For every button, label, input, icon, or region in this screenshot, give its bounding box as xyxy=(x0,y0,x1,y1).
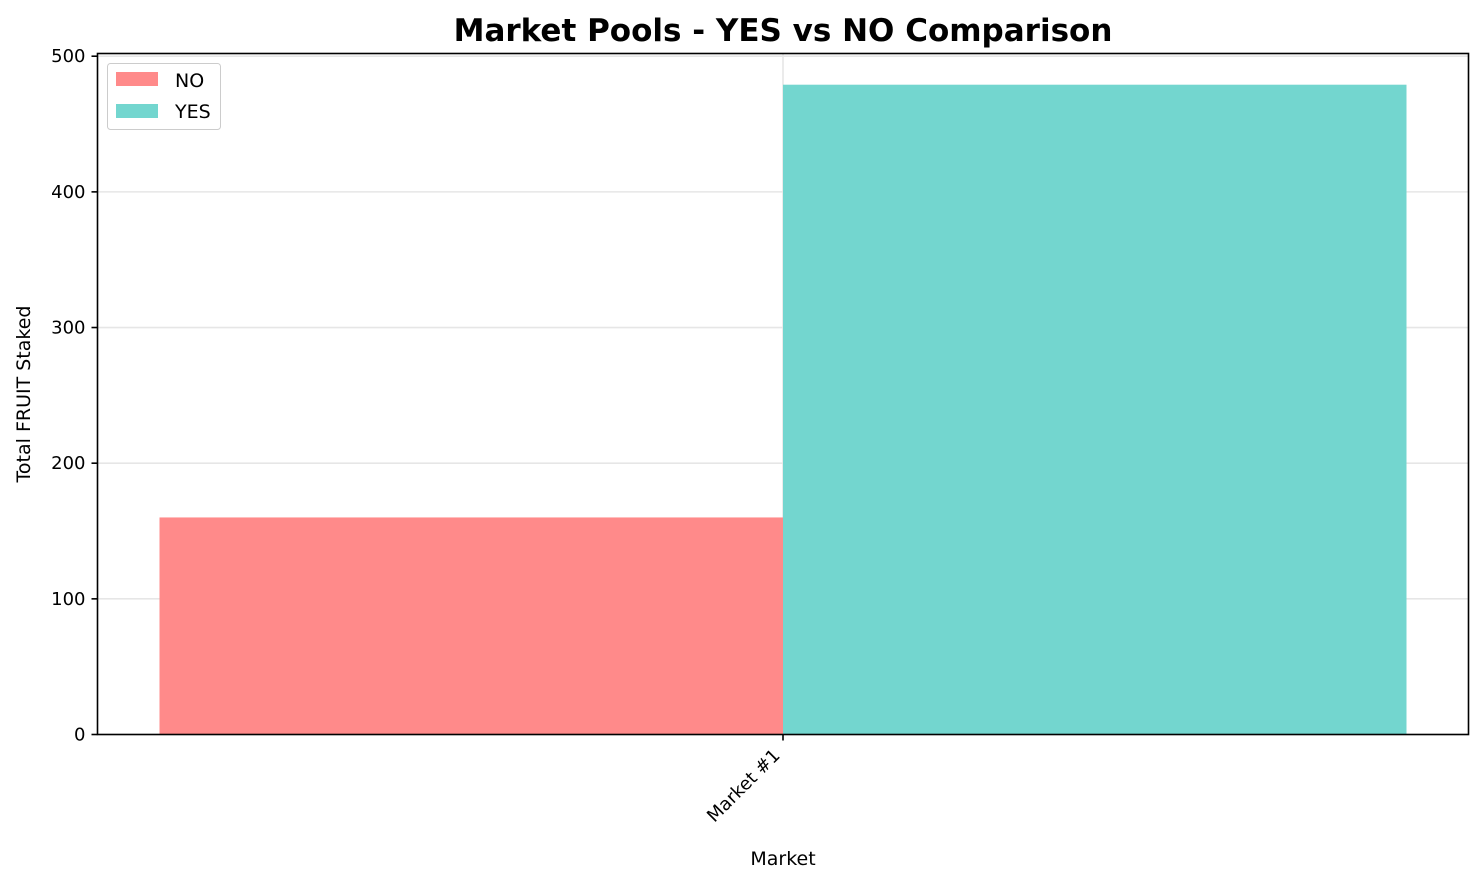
bar-yes xyxy=(783,84,1407,735)
y-tick-label: 0 xyxy=(74,725,85,746)
y-tick-label: 200 xyxy=(51,453,85,474)
y-tick-label: 300 xyxy=(51,318,85,339)
bar-no xyxy=(159,517,783,735)
y-axis-ticks: 0 100 200 300 400 500 xyxy=(51,46,98,746)
y-tick-label: 100 xyxy=(51,589,85,610)
legend: NO YES xyxy=(107,63,221,130)
legend-swatch-no xyxy=(116,72,158,86)
legend-label-no: NO xyxy=(175,70,204,92)
chart-title: Market Pools - YES vs NO Comparison xyxy=(454,13,1113,49)
x-axis-label: Market xyxy=(750,848,815,870)
y-axis-label: Total FRUIT Staked xyxy=(13,306,35,484)
legend-swatch-yes xyxy=(116,104,158,118)
bars xyxy=(159,84,1407,735)
legend-label-yes: YES xyxy=(174,101,211,123)
y-tick-label: 400 xyxy=(51,182,85,203)
y-tick-label: 500 xyxy=(51,46,85,67)
